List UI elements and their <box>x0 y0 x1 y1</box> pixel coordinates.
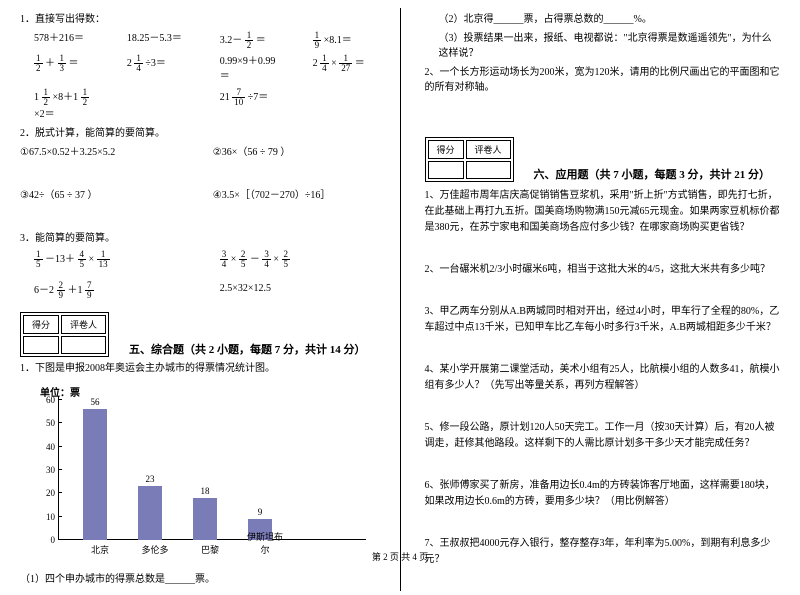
expr: 1 12 ×8＋1 12 ×2＝ <box>34 88 97 122</box>
grader-label: 评卷人 <box>61 315 106 334</box>
s5-sub3: （3）投票结果一出来，报纸、电视都说："北京得票是数遥遥领先"，为什么这样说？ <box>425 31 781 61</box>
grader-label: 评卷人 <box>466 140 511 159</box>
y-axis <box>58 396 59 540</box>
y-tick: 40 <box>40 442 55 452</box>
expr: 0.99×9＋0.99＝ <box>220 54 283 84</box>
bar-chart: 单位：票 010203040506056北京23多伦多18巴黎9伊斯坦布尔 <box>40 384 376 564</box>
y-tick: 0 <box>40 535 55 545</box>
page-footer: 第 2 页 共 4 页 <box>0 550 800 563</box>
expr: 2 14 × 127 ＝ <box>313 54 376 84</box>
expr: 18.25－5.3＝ <box>127 31 190 50</box>
y-tick: 20 <box>40 488 55 498</box>
app-question: 6、张师傅家买了新房，准备用边长0.4m的方砖装饰客厅地面，这样需要180块，如… <box>425 478 781 510</box>
score-box: 得分评卷人 <box>425 137 514 182</box>
expr: 21 710 ÷7＝ <box>220 88 283 122</box>
section6-items: 1、万佳超市周年店庆高促销销售豆浆机，采用"折上折"方式销售，即先打七折，在此基… <box>425 188 781 588</box>
q2-row1: ①67.5×0.52＋3.25×5.2 ②36×（56 ÷ 79 ） <box>20 145 376 160</box>
grader-cell <box>61 336 106 354</box>
expr: 3.2－ 12 ＝ <box>220 31 283 50</box>
expr: 34 × 25 － 34 × 25 <box>220 250 376 269</box>
expr: 6－2 29 ＋1 79 <box>34 281 190 300</box>
expr <box>313 88 376 122</box>
expr: 19 ×8.1＝ <box>313 31 376 50</box>
s5-sub1: （1）四个申办城市的得票总数是______票。 <box>20 572 376 587</box>
score-box: 得分评卷人 <box>20 312 109 357</box>
score-label: 得分 <box>23 315 59 334</box>
bar-value: 18 <box>190 486 220 496</box>
expr: 15 －13＋ 45 × 113 <box>34 250 190 269</box>
bar-value: 23 <box>135 474 165 484</box>
bar <box>83 409 107 540</box>
s5-sub2: （2）北京得______票，占得票总数的______%。 <box>425 12 781 27</box>
q3-title: 3．能简算的要简算。 <box>20 231 376 246</box>
y-tick: 50 <box>40 418 55 428</box>
expr: 578＋216＝ <box>34 31 97 50</box>
y-tick: 60 <box>40 395 55 405</box>
expr: 12 ＋ 13 ＝ <box>34 54 97 84</box>
app-question: 4、某小学开展第二课堂活动，美术小组有25人，比航模小组的人数多41，航模小组有… <box>425 362 781 394</box>
s5-q2: 2、一个长方形运动场长为200米，宽为120米，请用的比例尺画出它的平面图和它的… <box>425 65 781 95</box>
app-question: 5、修一段公路，原计划120人50天完工。工作一月（按30天计算）后，有20人被… <box>425 420 781 452</box>
app-question: 1、万佳超市周年店庆高促销销售豆浆机，采用"折上折"方式销售，即先打七折，在此基… <box>425 188 781 236</box>
section6-head: 得分评卷人 六、应用题（共 7 小题，每题 3 分，共计 21 分） <box>425 137 781 182</box>
y-tick: 30 <box>40 465 55 475</box>
bar <box>193 498 217 540</box>
section6-title: 六、应用题（共 7 小题，每题 3 分，共计 21 分） <box>534 166 771 182</box>
q3-rows: 15 －13＋ 45 × 113 34 × 25 － 34 × 25 6－2 29 … <box>20 250 376 300</box>
q2-item: ④3.5×［（702－270）÷16］ <box>213 188 376 203</box>
expr: 2 14 ÷3＝ <box>127 54 190 84</box>
q1-rows: 578＋216＝ 18.25－5.3＝ 3.2－ 12 ＝ 19 ×8.1＝ 12 ＋ … <box>20 31 376 122</box>
app-question: 2、一台碾米机2/3小时碾米6吨，相当于这批大米的4/5，这批大米共有多少吨？ <box>425 262 781 278</box>
q2-item: ②36×（56 ÷ 79 ） <box>213 145 376 160</box>
q2-title: 2．脱式计算，能简算的要简算。 <box>20 126 376 141</box>
y-tick: 10 <box>40 512 55 522</box>
score-label: 得分 <box>428 140 464 159</box>
q2-row2: ③42÷（65 ÷ 37 ） ④3.5×［（702－270）÷16］ <box>20 188 376 203</box>
q2-item: ①67.5×0.52＋3.25×5.2 <box>20 145 183 160</box>
q1-title: 1．直接写出得数： <box>20 12 376 27</box>
bar <box>138 486 162 540</box>
score-cell <box>23 336 59 354</box>
expr: 2.5×32×12.5 <box>220 281 376 300</box>
column-divider <box>400 8 401 591</box>
s5-q1: 1．下图是申报2008年奥运会主办城市的得票情况统计图。 <box>20 361 376 376</box>
left-column: 1．直接写出得数： 578＋216＝ 18.25－5.3＝ 3.2－ 12 ＝ 19 … <box>20 8 376 591</box>
q2-item: ③42÷（65 ÷ 37 ） <box>20 188 183 203</box>
right-column: （2）北京得______票，占得票总数的______%。 （3）投票结果一出来，… <box>425 8 781 591</box>
app-question: 3、甲乙两车分别从A.B两城同时相对开出，经过4小时，甲车行了全程的80%，乙车… <box>425 304 781 336</box>
score-cell <box>428 161 464 179</box>
grader-cell <box>466 161 511 179</box>
bar-value: 9 <box>245 507 275 517</box>
expr <box>127 88 190 122</box>
section5-head: 得分评卷人 五、综合题（共 2 小题，每题 7 分，共计 14 分） <box>20 312 376 357</box>
section5-title: 五、综合题（共 2 小题，每题 7 分，共计 14 分） <box>129 341 366 357</box>
bar-value: 56 <box>80 397 110 407</box>
